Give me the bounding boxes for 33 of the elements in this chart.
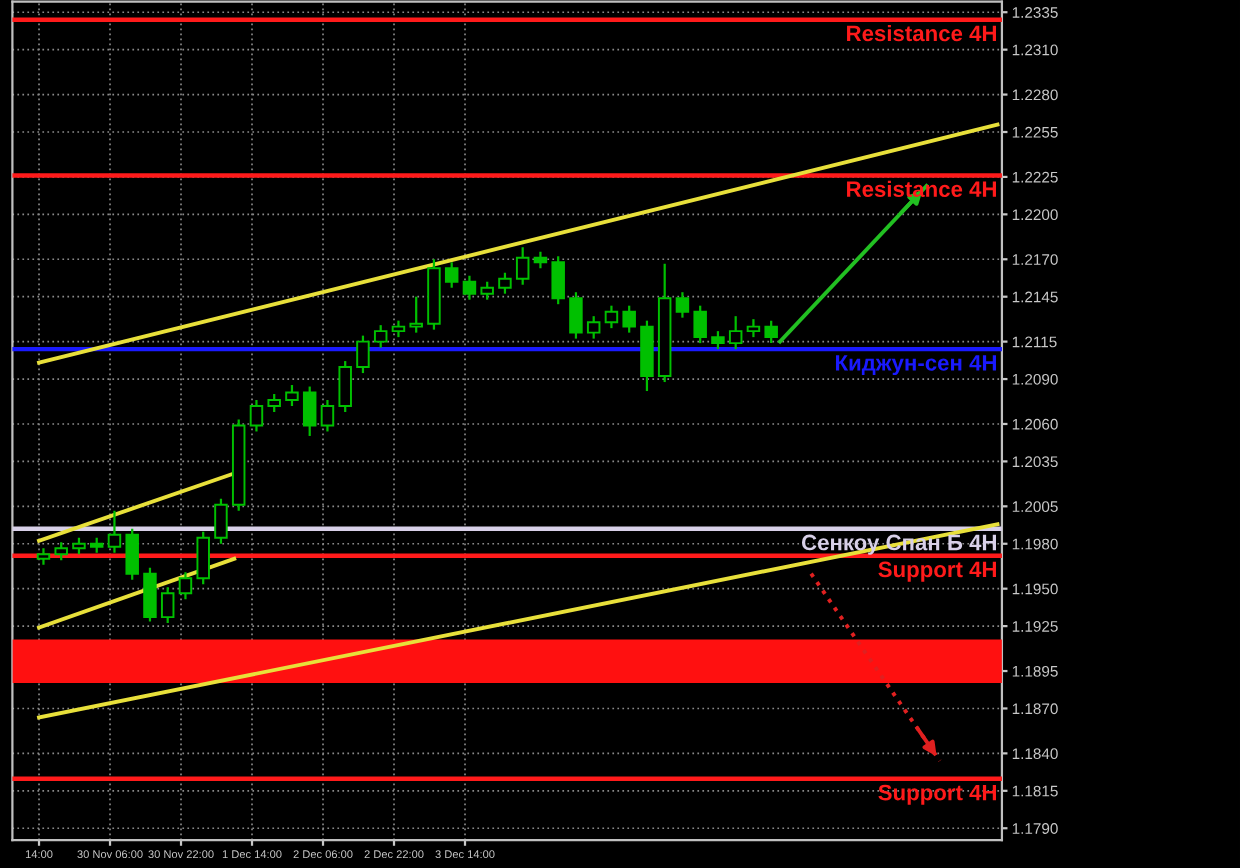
candlestick xyxy=(125,527,139,581)
candlestick xyxy=(409,295,423,334)
ref-line-label: Киджун-сен 4H xyxy=(835,355,996,376)
candlestick xyxy=(249,398,264,433)
candlestick xyxy=(107,509,122,554)
candlestick xyxy=(143,566,157,623)
candlestick xyxy=(160,586,175,625)
ref-line-label: Support 4H xyxy=(878,784,996,805)
candlestick xyxy=(515,246,530,286)
candlestick xyxy=(356,334,370,375)
candlestick xyxy=(551,255,565,306)
candlestick xyxy=(302,385,317,438)
candlestick xyxy=(338,359,352,414)
candlestick xyxy=(693,304,707,345)
candlestick xyxy=(604,304,619,330)
candlestick xyxy=(569,291,583,340)
candlestick xyxy=(444,261,459,289)
candlestick xyxy=(178,571,193,601)
candlestick xyxy=(622,304,636,334)
ref-line-label: Resistance 4H xyxy=(847,24,996,42)
candlestick xyxy=(728,315,743,351)
candlestick xyxy=(214,497,228,545)
candlestick xyxy=(746,318,761,339)
candlestick xyxy=(285,383,299,408)
candlestick xyxy=(462,274,477,301)
candlestick xyxy=(498,271,512,295)
ref-line-label: Support 4H xyxy=(878,561,996,582)
candlestick xyxy=(196,530,210,586)
candlestick xyxy=(320,398,335,433)
candlestick xyxy=(373,324,388,349)
candlestick xyxy=(764,319,778,345)
candlestick xyxy=(586,315,601,340)
candlestick xyxy=(675,291,690,319)
